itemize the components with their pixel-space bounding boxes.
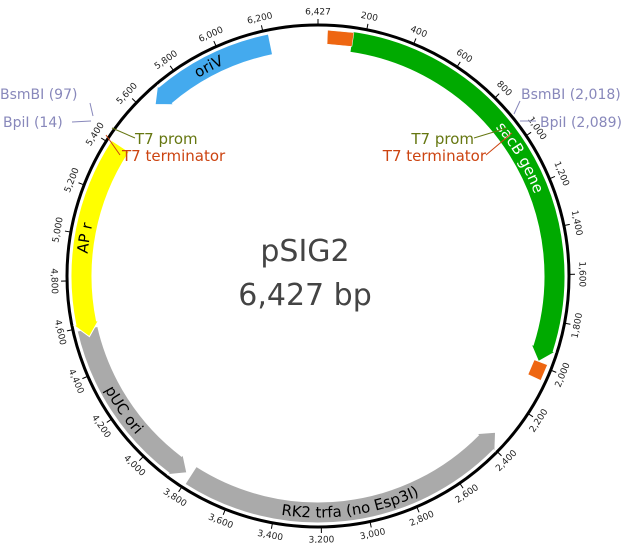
tick-label: 200 bbox=[360, 11, 379, 24]
tick-mark bbox=[82, 376, 88, 380]
t7term-right-leader bbox=[485, 132, 513, 156]
bsmbi-left-leader bbox=[89, 102, 94, 117]
tick-label: 3,800 bbox=[161, 487, 188, 510]
tick-mark bbox=[413, 38, 417, 44]
tick-mark bbox=[526, 131, 532, 136]
tick-mark bbox=[459, 483, 464, 489]
tick-mark bbox=[106, 419, 112, 423]
tick-label: 3,400 bbox=[256, 529, 283, 543]
puc-arrow bbox=[76, 325, 188, 476]
t7term-left-leader bbox=[105, 134, 121, 156]
bpii-left-label: BpiI (14) bbox=[3, 115, 63, 131]
apr-arrow bbox=[70, 139, 130, 338]
tick-label: 2,000 bbox=[554, 361, 573, 389]
small-feature-layer bbox=[326, 29, 548, 381]
tick-mark bbox=[457, 61, 461, 67]
rk2-arrow bbox=[184, 431, 497, 524]
tick-label: 600 bbox=[454, 48, 474, 66]
tick-mark bbox=[178, 487, 182, 493]
tick-label: 5,200 bbox=[63, 166, 82, 194]
t7prom-right-label: T7 prom bbox=[410, 130, 474, 148]
tick-label: 6,427 bbox=[305, 8, 331, 18]
t7term-right-mark bbox=[527, 359, 548, 381]
t7prom-left-leader bbox=[111, 127, 136, 139]
tick-label: 4,400 bbox=[66, 368, 86, 396]
tick-label: 4,800 bbox=[48, 268, 59, 294]
tick-mark bbox=[366, 23, 369, 29]
oriv-arrow bbox=[154, 33, 274, 106]
plasmid-size: 6,427 bp bbox=[238, 278, 372, 313]
tick-mark bbox=[495, 93, 500, 98]
tick-label: 6,000 bbox=[197, 25, 225, 45]
tick-label: 6,200 bbox=[246, 11, 274, 26]
tick-mark bbox=[66, 329, 72, 332]
tick-label: 3,000 bbox=[359, 527, 387, 542]
tick-mark bbox=[64, 230, 70, 233]
tick-mark bbox=[550, 176, 556, 179]
tick-mark bbox=[369, 522, 372, 528]
tick-mark bbox=[564, 223, 570, 226]
bsmbi-right-leader bbox=[513, 100, 521, 115]
bsmbi-right-label: BsmBI (2,018) bbox=[521, 87, 621, 103]
tick-label: 2,600 bbox=[454, 483, 481, 506]
t7term-right-label: T7 terminator bbox=[382, 147, 487, 165]
tick-label: 1,600 bbox=[576, 261, 586, 287]
bpii-right-label: BpiI (2,089) bbox=[540, 115, 622, 131]
t7prom-right-leader bbox=[473, 127, 508, 139]
tick-label: 400 bbox=[409, 24, 429, 40]
bpii-left-leader bbox=[71, 120, 92, 123]
tick-label: 1,200 bbox=[551, 160, 570, 188]
tick-label: 1,800 bbox=[570, 312, 585, 339]
bsmbi-left-label: BsmBI (97) bbox=[0, 87, 77, 103]
tick-label: 3,200 bbox=[309, 535, 335, 543]
tick-mark bbox=[131, 98, 137, 103]
tick-label: 5,000 bbox=[51, 216, 65, 243]
tick-mark bbox=[551, 370, 557, 373]
tick-mark bbox=[497, 452, 502, 457]
sacb-arrow bbox=[349, 30, 566, 363]
tick-mark bbox=[222, 510, 226, 516]
apr-label: AP r bbox=[74, 220, 97, 254]
tick-mark bbox=[138, 456, 144, 462]
tick-mark bbox=[100, 137, 106, 142]
tick-label: 2,800 bbox=[408, 509, 436, 528]
t7prom-left-label: T7 prom bbox=[134, 130, 198, 148]
tick-mark bbox=[416, 507, 420, 513]
tick-mark bbox=[260, 25, 264, 31]
tick-label: 4,600 bbox=[52, 319, 67, 347]
backbone-circle bbox=[65, 23, 571, 529]
tick-label: 3,600 bbox=[207, 512, 235, 531]
tick-mark bbox=[528, 413, 534, 418]
tick-mark bbox=[78, 182, 84, 186]
tick-mark bbox=[213, 40, 217, 46]
tick-mark bbox=[565, 322, 571, 325]
tick-label: 1,400 bbox=[569, 209, 584, 237]
plasmid-name: pSIG2 bbox=[260, 234, 349, 269]
tick-mark bbox=[169, 65, 174, 71]
tick-label: 2,200 bbox=[528, 407, 551, 434]
tick-mark bbox=[270, 523, 273, 529]
t7term-left-mark bbox=[326, 29, 355, 47]
tick-layer: 2004006008001,0001,2001,4001,6001,8002,0… bbox=[48, 8, 586, 543]
t7term-left-label: T7 terminator bbox=[121, 147, 226, 165]
